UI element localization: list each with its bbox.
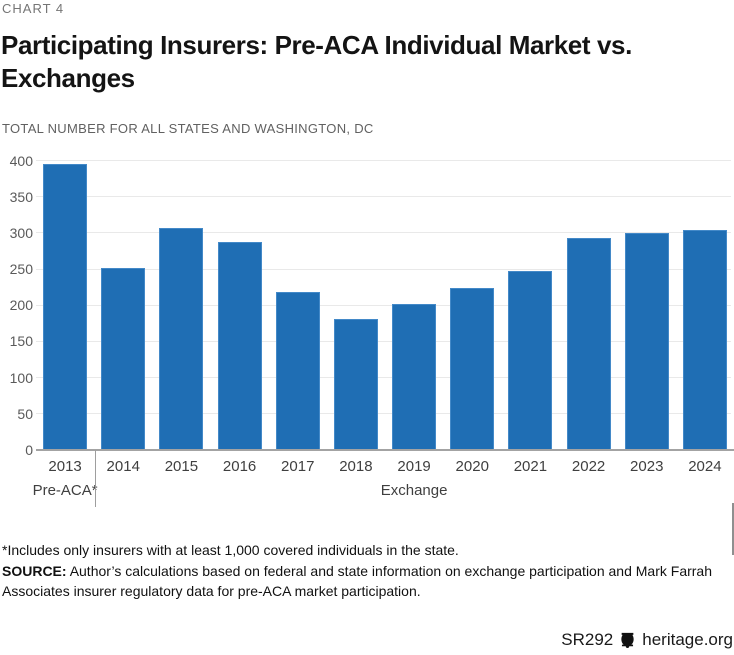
chart-title-line-1: Participating Insurers: Pre-ACA Individu…: [1, 30, 632, 60]
gridline: [36, 196, 731, 198]
x-axis-tick-label-2013: 2013: [48, 458, 82, 475]
source-label: SOURCE:: [2, 563, 67, 579]
axis-group-label-exchange: Exchange: [380, 482, 448, 499]
y-axis-tick-label: 100: [9, 369, 33, 386]
source-text: Author’s calculations based on federal a…: [2, 563, 712, 599]
liberty-bell-icon: [621, 632, 634, 648]
bar-2015: [159, 227, 204, 450]
gridline: [36, 377, 731, 379]
bar-2023: [624, 232, 669, 450]
x-axis-tick-label-2024: 2024: [688, 458, 722, 475]
x-axis-tick-label-2014: 2014: [106, 458, 140, 475]
chart-subtitle: TOTAL NUMBER FOR ALL STATES AND WASHINGT…: [2, 121, 374, 136]
bar-2020: [450, 287, 495, 450]
scrollbar-thumb[interactable]: [732, 503, 734, 555]
y-axis-tick-label: 300: [9, 224, 33, 241]
report-footer: SR292 heritage.org: [561, 630, 733, 650]
gridline: [36, 413, 731, 415]
bar-2018: [333, 319, 378, 450]
bar-2019: [392, 303, 437, 450]
y-axis-tick-label: 200: [9, 297, 33, 314]
bar-2013: [43, 164, 88, 450]
gridline: [36, 232, 731, 234]
y-axis-tick-label: 50: [17, 405, 33, 422]
bar-chart-plot-area: 0 50 100 150 200 250 300 350 400 2013 2014 2015 2016…: [9, 152, 734, 507]
chart-kicker: CHART 4: [2, 1, 65, 16]
bar-2017: [275, 292, 320, 450]
x-axis-tick-label-2022: 2022: [571, 458, 606, 475]
x-axis-tick-label-2017: 2017: [281, 458, 315, 475]
x-axis-tick-label-2018: 2018: [339, 458, 373, 475]
y-axis-tick-label: 350: [9, 188, 33, 205]
report-id: SR292: [561, 630, 614, 649]
gridline: [36, 268, 731, 270]
group-divider-line: [95, 450, 96, 507]
x-axis-baseline: [36, 449, 734, 451]
y-axis-tick-label: 400: [9, 152, 33, 169]
footnote: *Includes only insurers with at least 1,…: [2, 542, 459, 558]
source-note: SOURCE: Author’s calculations based on f…: [2, 561, 724, 601]
bar-2022: [566, 237, 611, 450]
y-axis-tick-label: 0: [25, 442, 33, 458]
x-axis-tick-label-2019: 2019: [397, 458, 431, 475]
site-text: heritage.org: [642, 630, 733, 649]
y-axis-tick-label: 150: [9, 333, 33, 350]
x-axis-tick-label-2016: 2016: [222, 458, 257, 475]
gridline: [36, 340, 731, 342]
y-axis-tick-label: 250: [9, 261, 33, 278]
gridline: [36, 160, 731, 161]
bar-2016: [217, 241, 262, 450]
gridline: [36, 304, 731, 306]
chart-title: Participating Insurers: Pre-ACA Individu…: [1, 29, 632, 95]
chart-title-line-2: Exchanges: [1, 63, 135, 93]
axis-group-label-preaca: Pre-ACA*: [32, 482, 98, 499]
x-axis-tick-label-2021: 2021: [513, 458, 548, 475]
x-axis-tick-label-2020: 2020: [455, 458, 489, 475]
bar-2021: [508, 271, 553, 450]
x-axis-tick-label-2023: 2023: [630, 458, 664, 475]
bar-2024: [682, 229, 727, 450]
bar-2014: [101, 267, 146, 450]
x-axis-tick-label-2015: 2015: [164, 458, 199, 475]
